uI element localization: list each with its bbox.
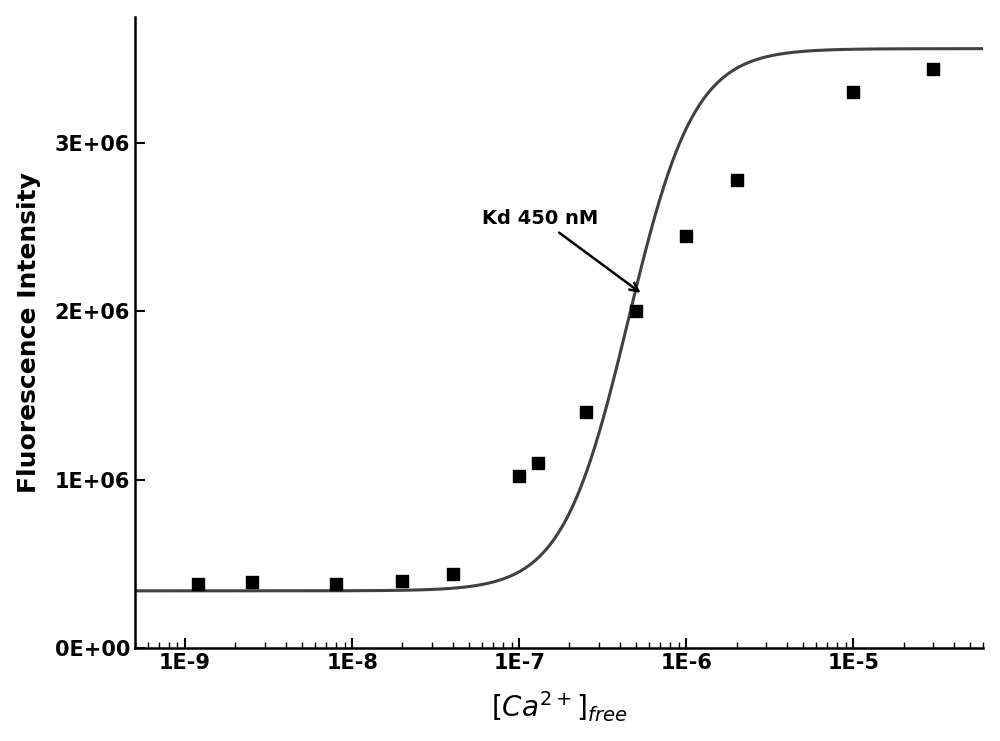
- Point: [678, 230, 694, 242]
- Point: [530, 457, 546, 469]
- Point: [328, 578, 344, 590]
- Point: [511, 471, 527, 482]
- Point: [925, 63, 941, 75]
- Point: [578, 407, 594, 419]
- Point: [445, 568, 461, 580]
- Point: [845, 87, 861, 99]
- X-axis label: $[Ca^{2+}]_{free}$: $[Ca^{2+}]_{free}$: [491, 690, 627, 725]
- Point: [244, 576, 260, 588]
- Y-axis label: Fluorescence Intensity: Fluorescence Intensity: [17, 172, 41, 493]
- Point: [628, 305, 644, 317]
- Point: [394, 575, 410, 587]
- Point: [190, 578, 206, 590]
- Point: [729, 174, 745, 186]
- Text: Kd 450 nM: Kd 450 nM: [482, 209, 638, 291]
